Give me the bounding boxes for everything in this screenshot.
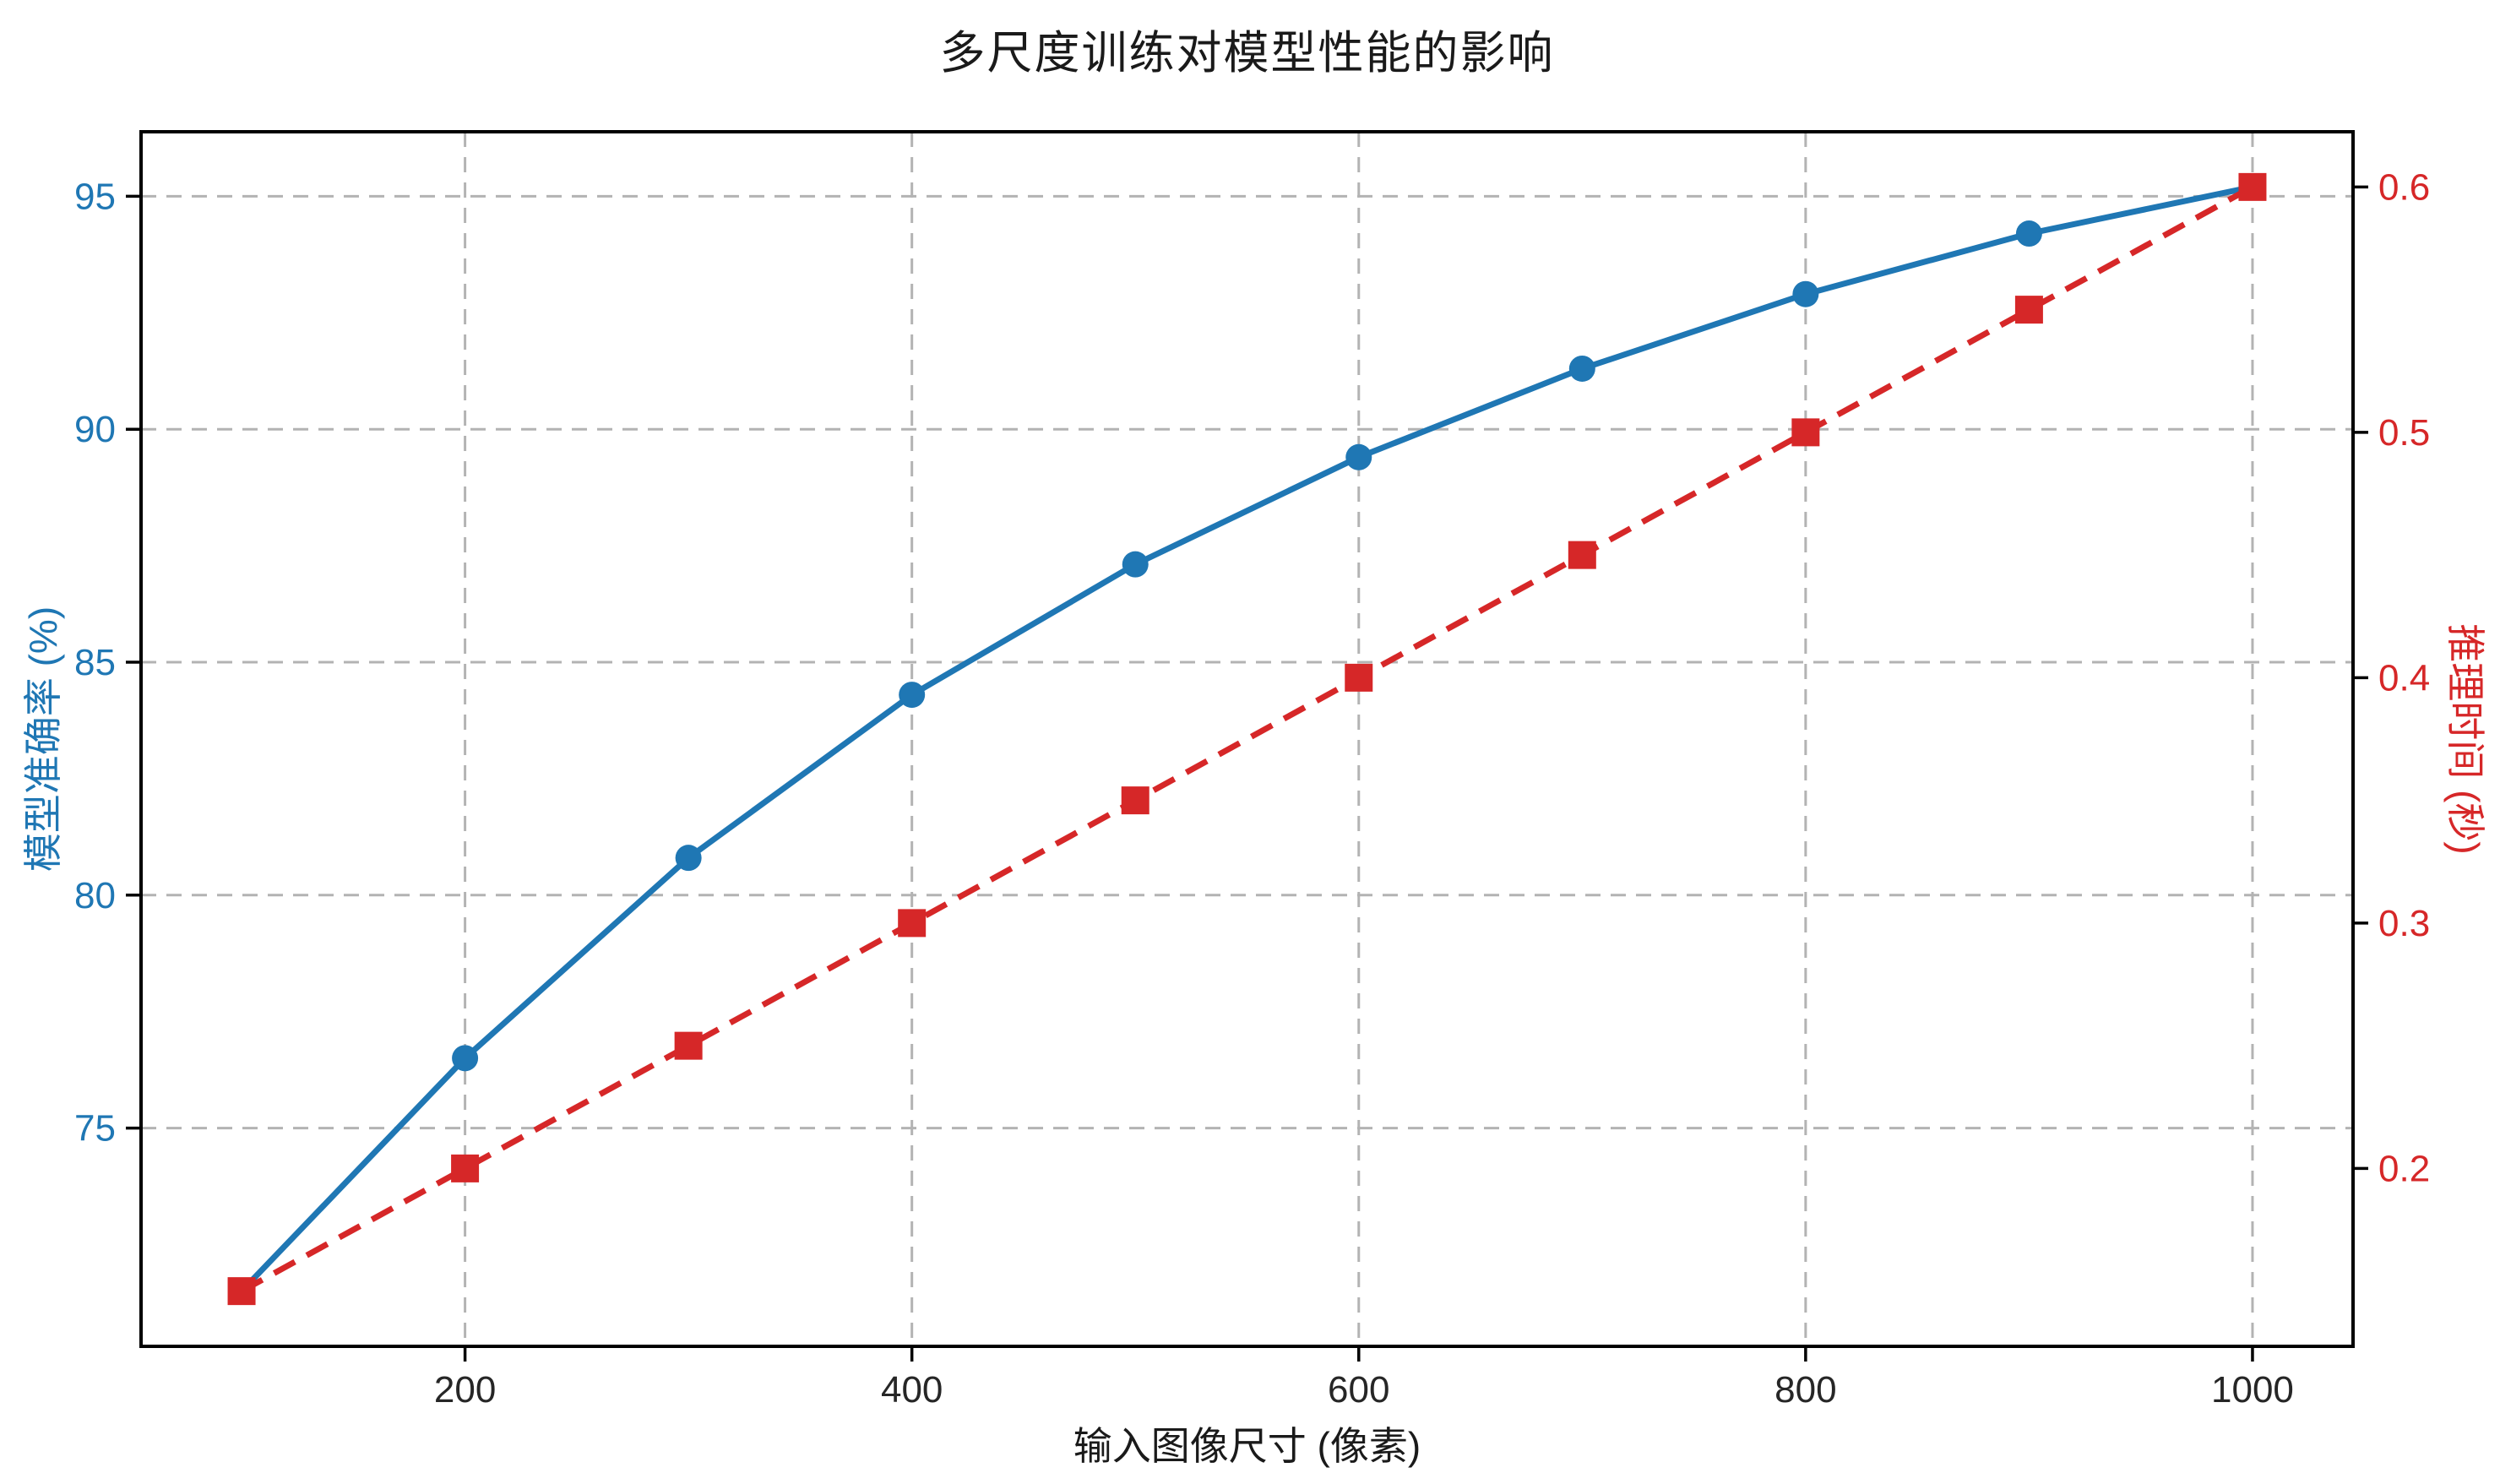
data-point-marker <box>2015 220 2042 247</box>
right-tick-label: 0.6 <box>2378 166 2430 208</box>
data-point-marker <box>675 845 702 872</box>
x-tick-label: 400 <box>881 1369 943 1411</box>
left-tick-label: 75 <box>74 1108 116 1150</box>
data-point-marker <box>674 1031 703 1060</box>
data-point-marker <box>227 1277 256 1306</box>
x-tick-label: 1000 <box>2211 1369 2294 1411</box>
right-tick-label: 0.4 <box>2378 657 2430 699</box>
right-tick-label: 0.5 <box>2378 412 2430 454</box>
data-point-marker <box>2238 172 2267 201</box>
chart-title: 多尺度训练对模型性能的影响 <box>939 28 1555 79</box>
data-point-marker <box>1345 663 1373 692</box>
data-point-marker <box>2014 296 2043 324</box>
right-y-axis-label: 推理时间 (秒) <box>2443 623 2487 855</box>
x-tick-label: 600 <box>1328 1369 1389 1411</box>
x-tick-label: 200 <box>434 1369 496 1411</box>
plot-spines <box>139 130 2355 1348</box>
left-tick-label: 85 <box>74 642 116 683</box>
data-point-marker <box>1568 355 1595 382</box>
data-point-marker <box>452 1045 479 1072</box>
x-tick-label: 800 <box>1774 1369 1836 1411</box>
data-point-marker <box>898 909 927 938</box>
data-point-marker <box>1568 541 1596 569</box>
series-line-模型准确率 <box>239 183 2253 1294</box>
right-tick-label: 0.2 <box>2378 1148 2430 1189</box>
data-point-marker <box>1345 443 1372 470</box>
left-y-axis-label: 模型准确率 (%) <box>21 606 65 872</box>
data-point-marker <box>451 1154 480 1182</box>
data-point-marker <box>899 682 926 709</box>
left-tick-label: 95 <box>74 176 116 217</box>
data-point-marker <box>1792 280 1819 307</box>
data-point-marker <box>1791 418 1820 447</box>
data-point-marker <box>1121 786 1149 815</box>
x-axis-label: 输入图像尺寸 (像素) <box>1073 1424 1421 1468</box>
data-point-marker <box>1122 551 1149 578</box>
right-tick-label: 0.3 <box>2378 903 2430 944</box>
left-tick-label: 90 <box>74 409 116 450</box>
series-line-推理时间 <box>240 184 2254 1294</box>
left-tick-label: 80 <box>74 875 116 916</box>
